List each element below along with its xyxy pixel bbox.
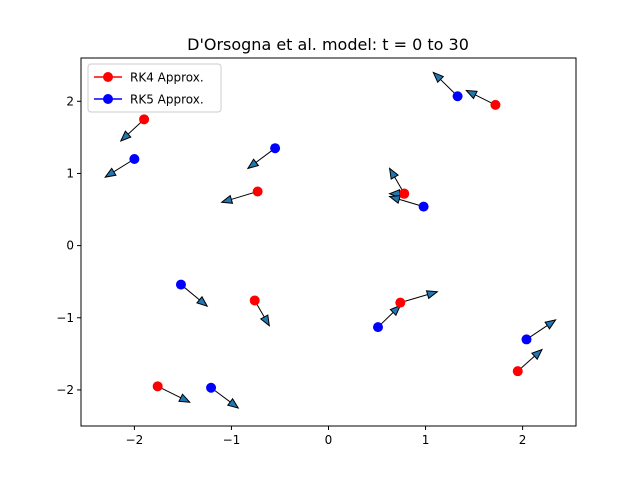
arrow-head [119,130,132,142]
legend-marker [103,72,113,82]
data-point-rk4 [395,297,406,308]
data-point-rk5 [452,91,463,102]
axis-ticks: −2 −1 0 1 2 −2 −1 0 1 2 [56,94,526,447]
velocity-arrow [180,284,209,308]
y-tick-label: −1 [56,311,74,325]
arrow-head [259,314,270,327]
data-point-rk5 [175,279,186,290]
velocity-arrow [220,191,258,204]
legend: RK4 Approx. RK5 Approx. [87,63,222,113]
velocity-arrow [465,89,496,106]
data-point-rk4 [152,381,163,392]
chart-title: D'Orsogna et al. model: t = 0 to 30 [187,35,469,54]
y-tick-label: 0 [66,239,74,253]
data-point-rk4 [139,114,150,125]
arrow-head [465,89,478,100]
arrow-head [389,304,402,317]
velocity-arrow [388,195,424,208]
data-point-rk5 [373,322,383,333]
arrow-head [531,348,544,361]
velocity-arrow [104,158,135,178]
data-point-rk5 [270,143,281,154]
x-tick-label: 0 [325,433,333,447]
data-point-rk4 [512,366,523,377]
arrow-head [246,158,260,170]
y-tick-label: −2 [56,383,74,397]
legend-label: RK5 Approx. [130,93,204,107]
data-point-rk5 [418,201,429,212]
legend-label: RK4 Approx. [130,71,204,85]
y-tick-label: 1 [66,166,74,180]
data-point-rk5 [129,154,140,165]
velocity-arrow [517,348,544,372]
plot-area [104,71,557,409]
velocity-arrow [526,319,557,340]
velocity-arrow [432,71,458,97]
legend-box [87,63,222,113]
arrow-head [196,295,209,308]
x-tick-label: 2 [519,433,527,447]
data-point-rk4 [399,188,410,199]
arrow-head [178,393,191,403]
arrow-head [220,194,234,204]
arrow-head [432,71,445,84]
velocity-arrow [400,290,439,304]
velocity-arrow [119,118,145,142]
arrow-head [544,319,557,330]
data-point-rk4 [252,186,263,197]
velocity-arrow [246,147,276,170]
x-tick-label: −1 [223,433,241,447]
velocity-arrow [210,387,240,409]
y-tick-label: 2 [66,94,74,108]
arrow-head [388,167,399,180]
velocity-arrow [377,304,402,328]
data-point-rk5 [521,334,532,345]
arrow-head [104,167,117,178]
data-point-rk4 [490,99,501,110]
data-point-rk4 [249,295,260,306]
data-point-rk5 [206,382,217,393]
velocity-arrow [157,385,191,403]
x-tick-label: −2 [126,433,144,447]
arrow-head [388,195,402,205]
x-tick-label: 1 [422,433,430,447]
arrow-head [226,397,240,409]
arrow-head [425,290,439,300]
legend-marker [103,94,113,104]
